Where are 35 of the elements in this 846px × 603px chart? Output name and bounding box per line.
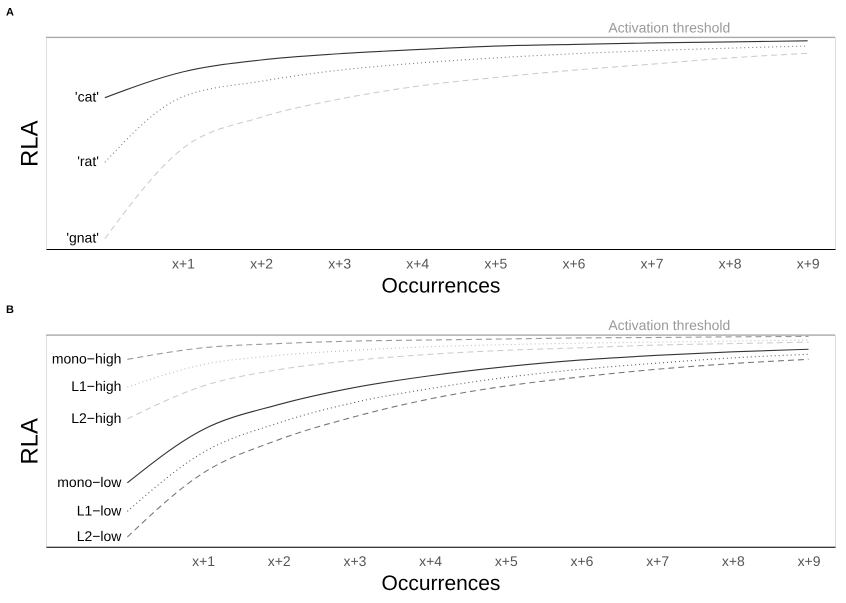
x-tick-label: x+9 <box>796 256 820 272</box>
x-tick-label: x+7 <box>646 553 670 570</box>
x-axis-title: Occurrences <box>382 572 500 596</box>
x-tick-label: x+2 <box>250 256 274 272</box>
y-axis-title: RLA <box>16 418 44 465</box>
series-label: L2−low <box>76 528 122 544</box>
x-tick-label: x+6 <box>570 553 594 570</box>
y-axis-title: RLA <box>16 120 44 168</box>
x-tick-label: x+6 <box>562 256 586 272</box>
x-tick-label: x+3 <box>328 256 352 272</box>
x-axis-title: Occurrences <box>382 274 500 298</box>
x-tick-label: x+1 <box>192 553 216 570</box>
x-tick-label: x+8 <box>722 553 746 570</box>
series-label: L1−high <box>71 378 122 394</box>
series-label: 'cat' <box>74 88 99 105</box>
x-tick-label: x+3 <box>343 553 367 570</box>
x-tick-label: x+9 <box>798 553 821 570</box>
series-label: 'rat' <box>77 153 99 170</box>
series-label: mono−high <box>52 350 122 366</box>
x-tick-label: x+8 <box>718 256 742 272</box>
series-label: 'gnat' <box>66 230 99 246</box>
x-tick-label: x+2 <box>268 553 291 570</box>
x-tick-label: x+5 <box>484 256 508 272</box>
x-tick-label: x+5 <box>494 553 518 570</box>
ref-line-label: Activation threshold <box>608 19 730 36</box>
x-tick-label: x+1 <box>172 256 196 272</box>
series-label: L2−high <box>71 410 122 426</box>
chart-title: B <box>6 304 14 316</box>
x-tick-label: x+4 <box>406 256 430 272</box>
x-tick-label: x+7 <box>640 256 664 272</box>
series-label: L1−low <box>76 502 122 518</box>
x-tick-label: x+4 <box>419 553 442 570</box>
ref-line-label: Activation threshold <box>608 316 730 333</box>
chart-title: A <box>6 6 14 18</box>
series-label: mono−low <box>57 474 122 490</box>
